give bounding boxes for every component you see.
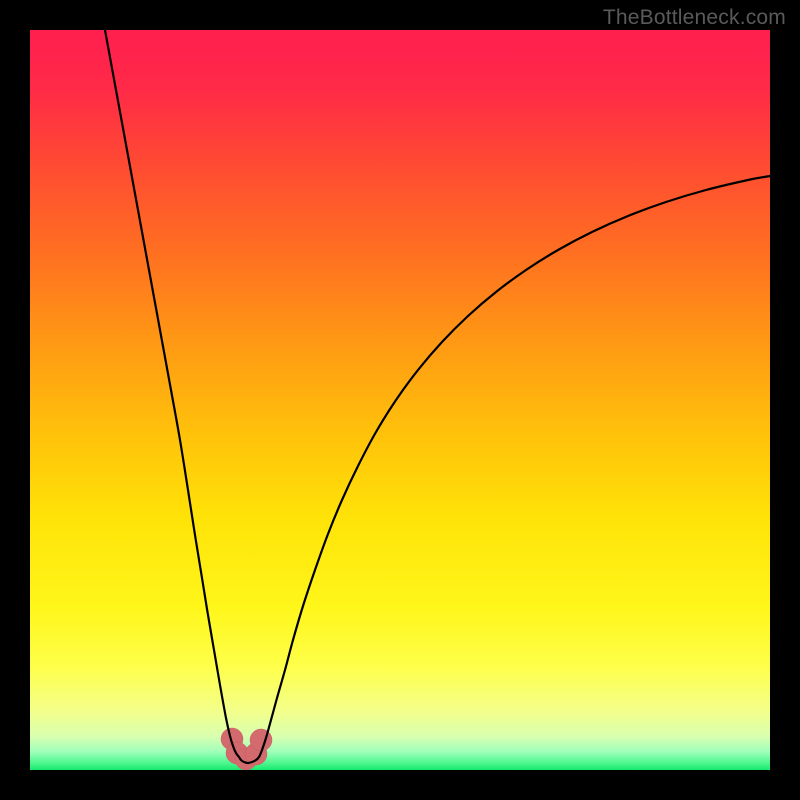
bottleneck-curve — [30, 30, 770, 770]
watermark: TheBottleneck.com — [603, 6, 786, 30]
plot-area — [30, 30, 770, 770]
